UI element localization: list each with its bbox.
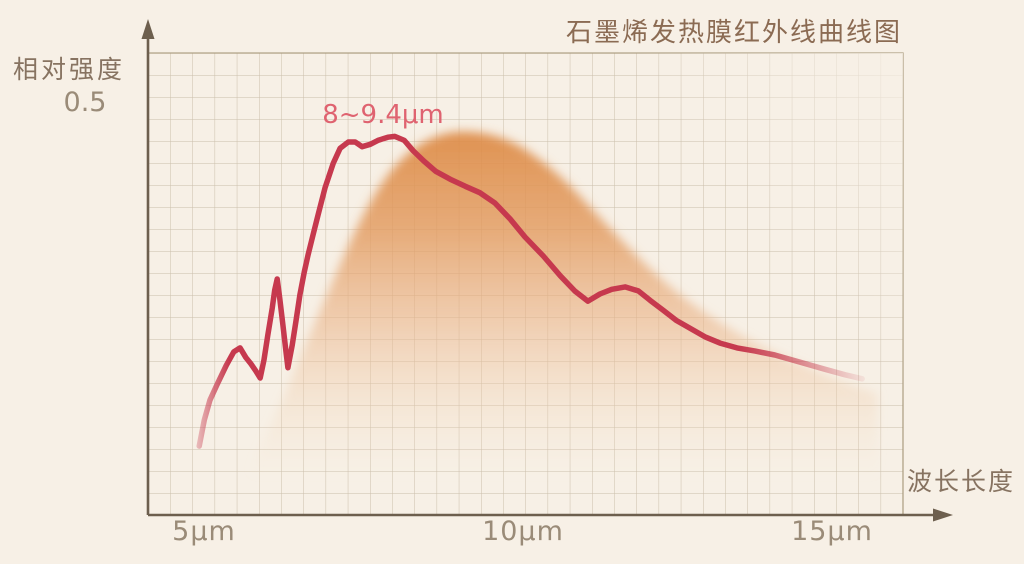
chart-title: 石墨烯发热膜红外线曲线图 (566, 18, 903, 48)
x-axis-label: 波长长度 (907, 467, 1016, 496)
peak-annotation: 8~9.4μm (322, 100, 444, 130)
y-tick-label-0-5: 0.5 (63, 87, 107, 118)
x-tick-15um: 15μm (791, 516, 873, 547)
y-axis-label: 相对强度 (13, 55, 126, 84)
x-axis-arrow-icon (933, 508, 953, 522)
y-axis-arrow-icon (141, 19, 155, 39)
x-axis (148, 508, 953, 522)
y-axis (141, 19, 155, 515)
emission-envelope-area (250, 131, 878, 516)
x-tick-5um: 5μm (172, 516, 236, 547)
x-tick-10um: 10μm (482, 516, 564, 547)
infrared-curve (196, 133, 865, 449)
